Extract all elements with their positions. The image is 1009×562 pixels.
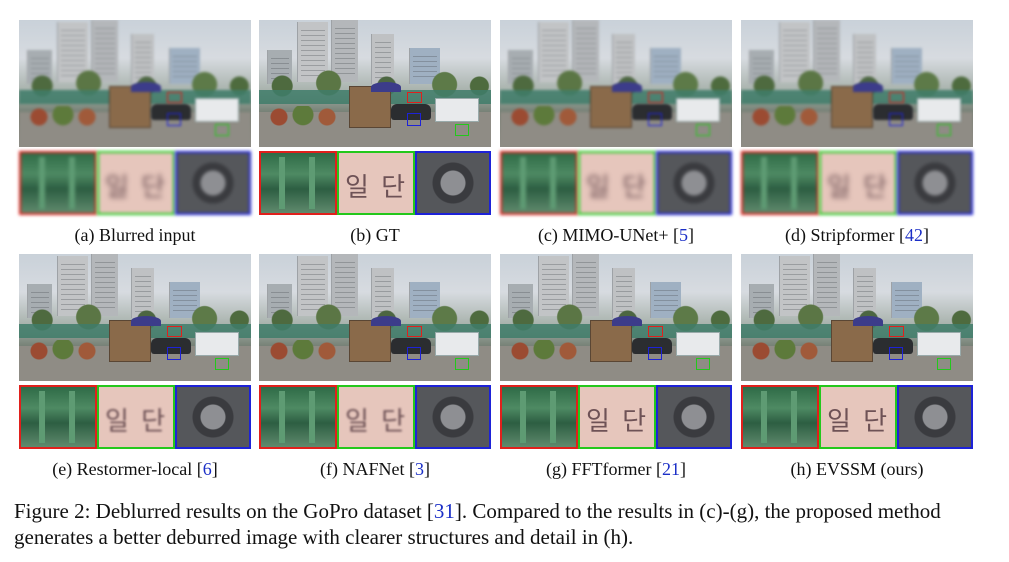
scene-image [19,20,251,147]
scene-image [259,20,491,147]
crop-blue [175,151,251,215]
crop-green: 일 단 [97,151,175,215]
crop-red [500,385,578,449]
crop-green: 일 단 [578,385,656,449]
zoom-crops: 일 단 [19,385,251,449]
red-region-box [889,92,904,103]
crop-red [19,385,97,449]
panel-caption: (a) Blurred input [74,225,196,245]
panel-caption: (f) NAFNet [3] [320,459,430,479]
crop-blue [656,385,732,449]
panel-caption: (g) FFTformer [21] [546,459,686,479]
crop-red [259,151,337,215]
zoom-crops: 일 단 [259,385,491,449]
crop-green: 일 단 [337,385,415,449]
crop-red [259,385,337,449]
crop-blue [656,151,732,215]
blue-region-box [889,113,903,126]
green-region-box [937,358,951,370]
blue-region-box [889,347,903,360]
green-region-box [696,124,710,136]
panel-caption: (h) EVSSM (ours) [790,459,924,479]
crop-green: 일 단 [819,385,897,449]
scene-image [741,254,973,381]
crop-green: 일 단 [578,151,656,215]
blue-region-box [167,113,181,126]
scene-image [500,20,732,147]
red-region-box [648,92,663,103]
blue-region-box [407,113,421,126]
green-region-box [937,124,951,136]
red-region-box [648,326,663,337]
crop-blue [415,151,491,215]
panel-caption: (c) MIMO-UNet+ [5] [537,225,695,245]
zoom-crops: 일 단 [741,151,973,215]
crop-blue [897,151,973,215]
red-region-box [407,326,422,337]
figure-caption: Figure 2: Deblurred results on the GoPro… [14,499,941,549]
blue-region-box [648,347,662,360]
scene-image [741,20,973,147]
blue-region-box [407,347,421,360]
zoom-crops: 일 단 [741,385,973,449]
green-region-box [696,358,710,370]
red-region-box [407,92,422,103]
green-region-box [215,358,229,370]
blue-region-box [167,347,181,360]
green-region-box [455,124,469,136]
panel-caption: (e) Restormer-local [6] [52,459,218,479]
crop-red [500,151,578,215]
crop-blue [175,385,251,449]
zoom-crops: 일 단 [500,151,732,215]
red-region-box [889,326,904,337]
citation-link[interactable]: 31 [433,499,455,523]
scene-image [19,254,251,381]
zoom-crops: 일 단 [259,151,491,215]
crop-green: 일 단 [337,151,415,215]
red-region-box [167,92,182,103]
crop-blue [415,385,491,449]
crop-red [19,151,97,215]
zoom-crops: 일 단 [500,385,732,449]
green-region-box [455,358,469,370]
zoom-crops: 일 단 [19,151,251,215]
green-region-box [215,124,229,136]
crop-blue [897,385,973,449]
crop-green: 일 단 [819,151,897,215]
scene-image [259,254,491,381]
crop-red [741,385,819,449]
crop-red [741,151,819,215]
red-region-box [167,326,182,337]
scene-image [500,254,732,381]
panel-caption: (d) Stripformer [42] [785,225,929,245]
crop-green: 일 단 [97,385,175,449]
panel-caption: (b) GT [350,225,400,245]
blue-region-box [648,113,662,126]
